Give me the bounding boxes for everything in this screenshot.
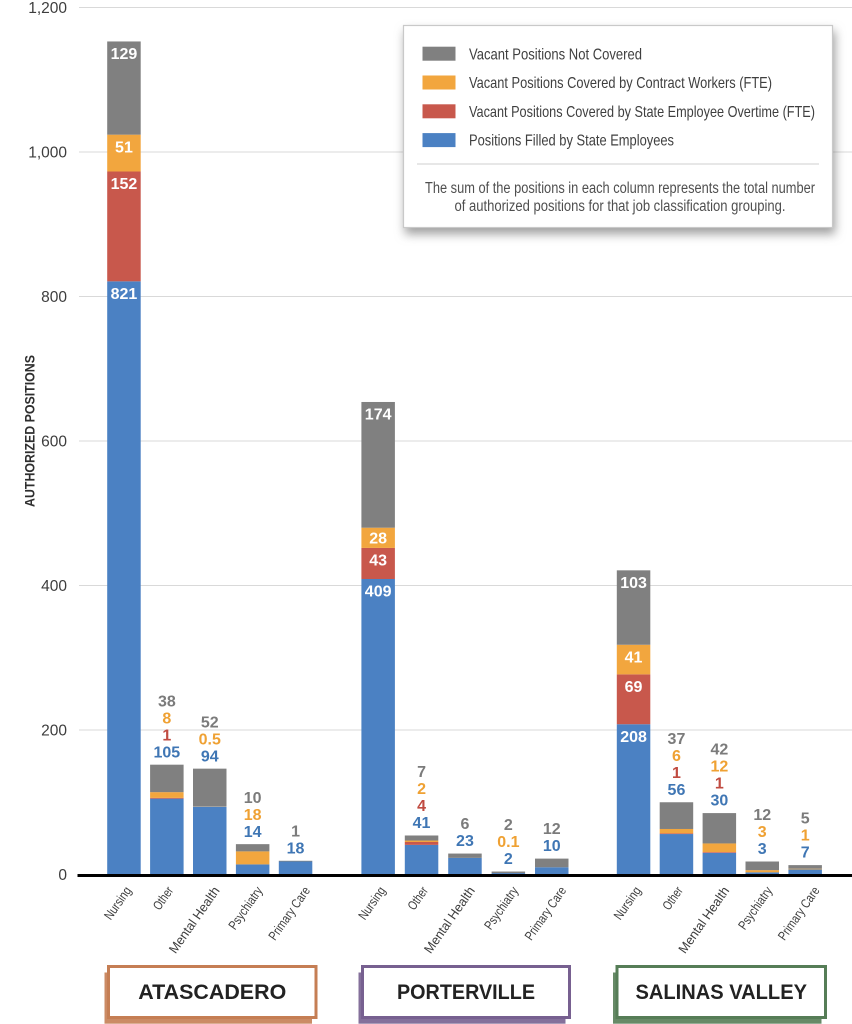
svg-text:41: 41: [413, 815, 431, 832]
svg-text:18: 18: [287, 840, 305, 857]
svg-text:12: 12: [753, 807, 771, 824]
svg-text:1: 1: [715, 776, 724, 793]
svg-text:43: 43: [369, 553, 387, 570]
svg-text:37: 37: [668, 731, 686, 748]
svg-text:69: 69: [625, 679, 643, 696]
svg-text:10: 10: [543, 838, 561, 855]
svg-text:7: 7: [801, 845, 810, 862]
svg-text:129: 129: [111, 46, 138, 63]
svg-text:2: 2: [417, 781, 426, 798]
svg-text:41: 41: [625, 649, 643, 666]
svg-text:18: 18: [244, 807, 262, 824]
svg-text:400: 400: [41, 578, 67, 595]
svg-text:1: 1: [162, 727, 171, 744]
svg-text:5: 5: [801, 811, 810, 828]
svg-text:600: 600: [41, 433, 67, 450]
svg-text:56: 56: [668, 782, 686, 799]
svg-text:1,000: 1,000: [28, 144, 67, 161]
svg-text:105: 105: [153, 744, 180, 761]
svg-text:1: 1: [801, 828, 810, 845]
svg-text:0.1: 0.1: [497, 834, 519, 851]
svg-text:6: 6: [460, 816, 469, 833]
svg-text:42: 42: [710, 742, 728, 759]
svg-text:4: 4: [417, 798, 426, 815]
svg-text:23: 23: [456, 833, 474, 850]
svg-text:1,200: 1,200: [28, 0, 67, 17]
svg-text:200: 200: [41, 722, 67, 739]
svg-text:12: 12: [543, 821, 561, 838]
svg-text:14: 14: [244, 824, 262, 841]
svg-text:2: 2: [504, 817, 513, 834]
svg-text:Vacant Positions Not Covered: Vacant Positions Not Covered: [469, 46, 642, 63]
svg-text:PORTERVILLE: PORTERVILLE: [397, 980, 535, 1004]
svg-text:821: 821: [111, 286, 138, 303]
svg-text:of authorized positions for th: of authorized positions for that job cla…: [455, 198, 786, 215]
svg-text:152: 152: [111, 176, 138, 193]
svg-text:6: 6: [672, 748, 681, 765]
svg-text:52: 52: [201, 714, 219, 731]
svg-text:0: 0: [58, 867, 67, 884]
svg-text:174: 174: [365, 407, 392, 424]
svg-text:Positions Filled by State Empl: Positions Filled by State Employees: [469, 133, 674, 150]
svg-text:409: 409: [365, 584, 392, 601]
svg-text:38: 38: [158, 693, 176, 710]
svg-text:1: 1: [672, 765, 681, 782]
svg-text:Vacant Positions Covered by Co: Vacant Positions Covered by Contract Wor…: [469, 75, 772, 92]
svg-text:208: 208: [620, 729, 647, 746]
svg-text:30: 30: [710, 793, 728, 810]
svg-text:3: 3: [758, 841, 767, 858]
svg-text:28: 28: [369, 530, 387, 547]
svg-text:7: 7: [417, 764, 426, 781]
svg-text:Vacant Positions Covered by St: Vacant Positions Covered by State Employ…: [469, 104, 815, 121]
svg-text:10: 10: [244, 790, 262, 807]
svg-text:0.5: 0.5: [199, 731, 221, 748]
svg-text:3: 3: [758, 824, 767, 841]
svg-text:1: 1: [291, 823, 300, 840]
svg-text:51: 51: [115, 139, 133, 156]
svg-text:The sum of the positions in ea: The sum of the positions in each column …: [425, 180, 815, 197]
svg-text:ATASCADERO: ATASCADERO: [138, 980, 286, 1004]
svg-text:SALINAS VALLEY: SALINAS VALLEY: [636, 980, 808, 1004]
svg-text:8: 8: [162, 710, 171, 727]
svg-text:2: 2: [504, 851, 513, 868]
svg-text:94: 94: [201, 748, 219, 765]
svg-text:800: 800: [41, 289, 67, 306]
svg-text:103: 103: [620, 575, 647, 592]
svg-text:AUTHORIZED POSITIONS: AUTHORIZED POSITIONS: [23, 355, 38, 507]
svg-text:12: 12: [710, 759, 728, 776]
